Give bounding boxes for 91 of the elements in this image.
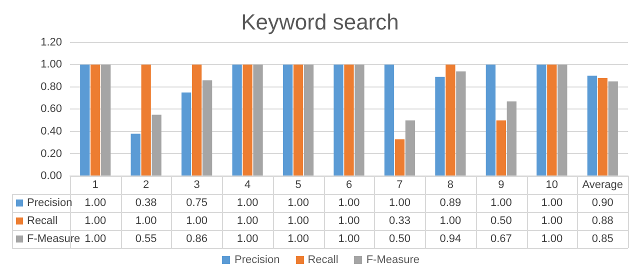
bar <box>304 64 314 176</box>
x-tick-label: 1 <box>92 179 98 192</box>
data-label: 0.85 <box>592 233 614 246</box>
data-label: 0.50 <box>389 233 410 246</box>
data-label: 1.00 <box>288 197 309 210</box>
x-tick-label: 9 <box>498 179 504 192</box>
data-label: 0.90 <box>592 197 614 210</box>
bar <box>405 120 416 176</box>
bar <box>344 64 354 176</box>
data-label: 1.00 <box>84 215 106 228</box>
data-label: 1.00 <box>338 215 360 228</box>
data-label: 0.50 <box>490 215 512 228</box>
data-label: 1.00 <box>236 197 258 210</box>
data-label: 0.38 <box>135 197 157 210</box>
data-label: 0.89 <box>440 197 462 210</box>
bar <box>182 92 192 176</box>
chart-title: Keyword search <box>241 9 399 34</box>
data-label: 1.00 <box>389 197 410 210</box>
text: Precision <box>234 254 280 266</box>
bar <box>558 64 568 176</box>
data-label: 1.00 <box>541 197 563 210</box>
bar <box>141 64 151 176</box>
y-tick-label: 0.20 <box>40 148 62 160</box>
data-label: 1.00 <box>288 215 309 228</box>
bar <box>496 120 506 176</box>
y-tick-label: 0.60 <box>40 103 62 116</box>
data-label: 1.00 <box>84 197 106 210</box>
bar <box>232 64 242 176</box>
bar <box>101 64 111 176</box>
bar <box>608 81 618 176</box>
data-label: 0.33 <box>389 215 410 228</box>
data-label: 1.00 <box>186 215 208 228</box>
bar <box>446 64 456 176</box>
legend-label: F-Measure <box>27 233 80 246</box>
bar <box>192 64 202 176</box>
bar <box>587 76 597 176</box>
bar <box>130 134 140 176</box>
bar <box>394 139 405 176</box>
x-tick-label: 10 <box>546 179 558 192</box>
bar <box>354 64 364 176</box>
text: Recall <box>308 254 338 266</box>
y-tick-label: 0.80 <box>40 80 62 93</box>
data-label: 1.00 <box>236 215 258 228</box>
bar <box>486 64 496 176</box>
x-tick-label: 3 <box>194 179 200 192</box>
bar <box>242 64 252 176</box>
y-tick-label: 1.00 <box>40 58 62 71</box>
bar <box>384 64 394 176</box>
data-label: 1.00 <box>135 215 157 228</box>
x-tick-label: 4 <box>244 179 251 192</box>
bar <box>536 64 546 176</box>
data-label: 0.88 <box>592 215 614 228</box>
data-label: 1.00 <box>84 233 106 246</box>
bar <box>598 78 608 176</box>
bar <box>435 76 445 176</box>
data-label: 1.00 <box>236 233 258 246</box>
y-tick-label: 0.40 <box>40 126 62 138</box>
legend-label: Precision <box>27 197 72 210</box>
bar <box>456 71 466 176</box>
x-tick-label: 8 <box>447 179 454 192</box>
data-label: 1.00 <box>490 197 512 210</box>
data-label: 0.75 <box>186 197 208 210</box>
data-label: 0.67 <box>490 233 512 246</box>
bar <box>506 101 516 176</box>
bar <box>152 114 162 176</box>
data-label: 1.00 <box>440 215 462 228</box>
x-tick-label: Average <box>582 179 624 192</box>
x-tick-label: 5 <box>295 179 302 192</box>
bar <box>334 64 344 176</box>
bar <box>80 64 90 176</box>
data-label: 1.00 <box>338 233 360 246</box>
legend-label: Recall <box>27 215 58 228</box>
bar <box>90 64 100 176</box>
x-tick-label: 2 <box>143 179 150 192</box>
bar <box>253 64 263 176</box>
data-label: 0.86 <box>186 233 208 246</box>
data-label: 0.55 <box>135 233 157 246</box>
data-label: 1.00 <box>288 233 309 246</box>
x-tick-label: 7 <box>396 179 403 192</box>
bar <box>202 80 212 176</box>
bar <box>547 64 557 176</box>
data-label: 1.00 <box>541 215 563 228</box>
data-label: 0.94 <box>440 233 462 246</box>
data-label: 1.00 <box>541 233 563 246</box>
data-label: 1.00 <box>338 197 360 210</box>
text: F-Measure <box>366 254 420 266</box>
bar <box>293 64 304 176</box>
bar <box>282 64 293 176</box>
y-tick-label: 1.20 <box>40 36 62 48</box>
x-tick-label: 6 <box>346 179 352 192</box>
y-tick-label: 0.00 <box>40 170 62 182</box>
